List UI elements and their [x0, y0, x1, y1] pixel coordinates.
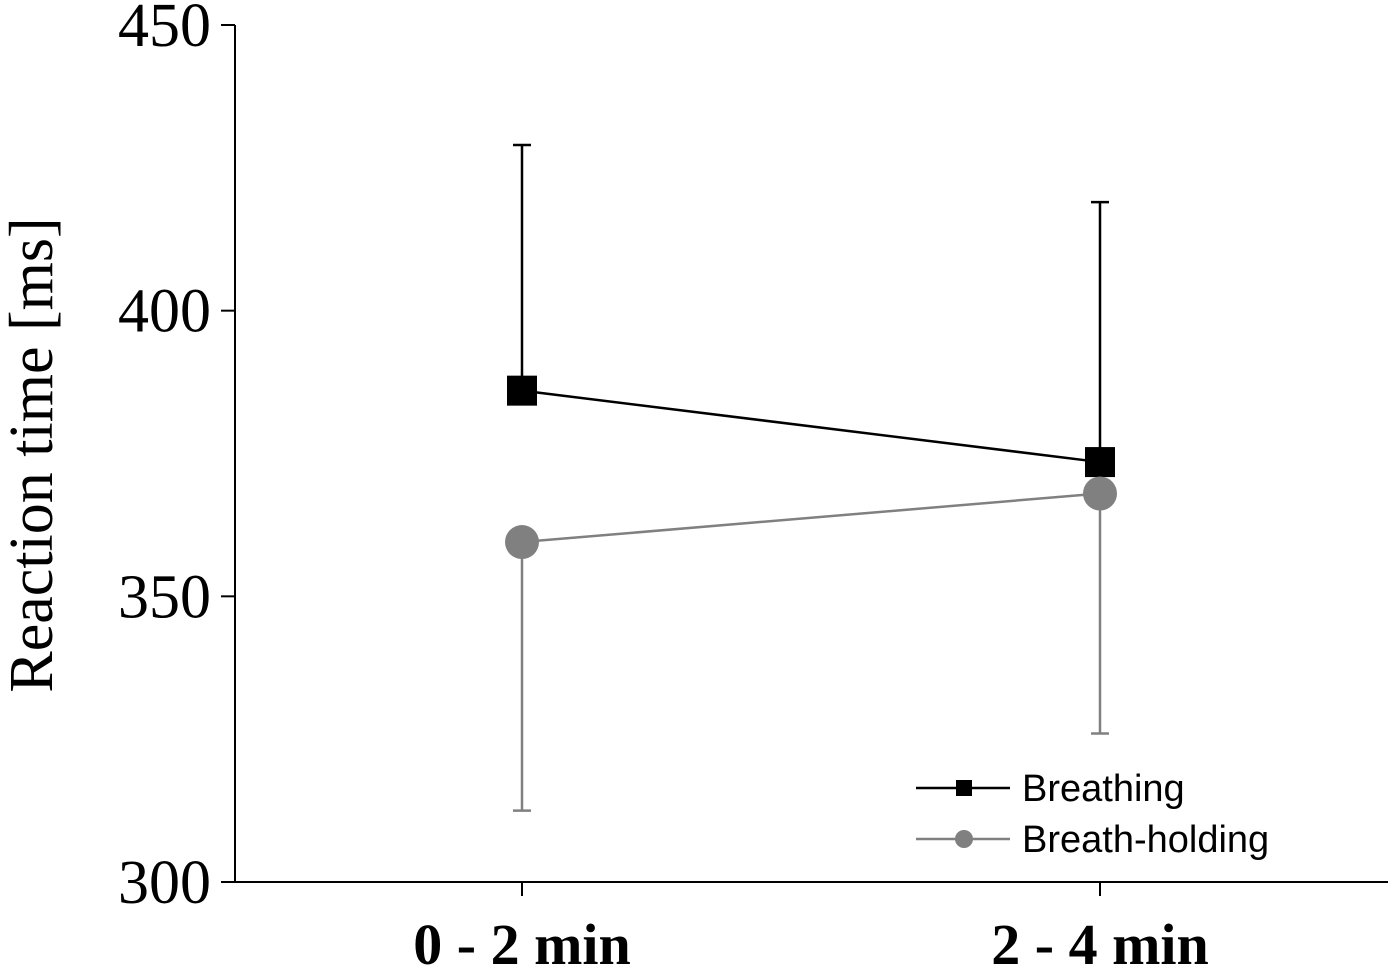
y-tick-label: 450 [118, 0, 211, 60]
x-tick-label: 0 - 2 min [413, 912, 631, 969]
series-line [521, 492, 1101, 544]
x-tick-label: 2 - 4 min [991, 912, 1209, 969]
series-line [521, 389, 1101, 464]
series-breathing [507, 143, 1115, 478]
axes [234, 25, 1388, 883]
data-point [1083, 476, 1117, 511]
y-axis-label: Reaction time [ms] [0, 217, 66, 692]
x-axis-ticks: 0 - 2 min 2 - 4 min [413, 882, 1209, 969]
legend-label: Breath-holding [1022, 819, 1269, 861]
legend-label: Breathing [1022, 768, 1185, 810]
y-tick-label: 300 [118, 849, 211, 917]
legend-item: Breath-holding [916, 819, 1269, 861]
legend-item: Breathing [916, 768, 1185, 810]
legend-marker [956, 780, 972, 796]
series-layer [505, 143, 1117, 812]
data-point [507, 375, 537, 406]
y-tick-label: 350 [118, 563, 211, 631]
y-axis-ticks: 300 350 400 450 [118, 0, 235, 917]
y-tick-label: 400 [118, 278, 211, 346]
series-breath-holding [505, 476, 1117, 812]
legend: Breathing Breath-holding [916, 768, 1269, 861]
legend-marker [955, 830, 973, 848]
data-point [505, 525, 539, 560]
data-point [1085, 447, 1115, 478]
